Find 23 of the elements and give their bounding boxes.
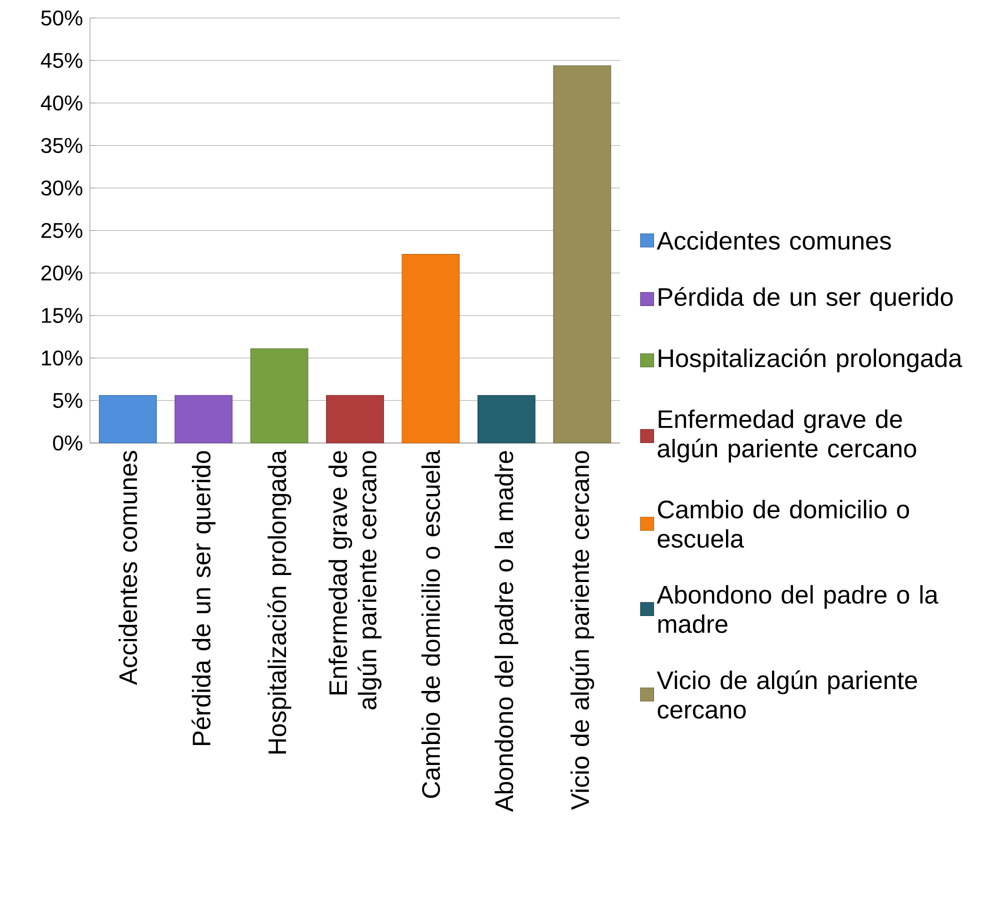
y-tick-label: 15% [42,308,82,324]
y-tick-label: 25% [41,222,82,238]
legend-label: Pérdida de un ser querido [658,287,953,311]
legend-label: Hospitalización prolongada [658,348,962,372]
y-tick-label: 35% [41,138,82,154]
y-tick-label: 10% [42,350,82,366]
legend-label: Enfermedad grave de algún pariente cercano [658,410,916,462]
y-tick-label: 50% [41,10,82,26]
y-tick-label: 30% [41,180,82,196]
x-tick-label: Abondono del padre o la madre [494,451,518,812]
x-tick-label: Cambio de domicilio o escuela [421,450,440,798]
x-tick-label: Hospitalización prolongada [267,450,292,754]
x-tick-label: Accidentes comunes [118,450,138,686]
y-tick-label: 0% [53,435,82,451]
x-tick-label: Enfermedad grave de algún pariente cercano [328,451,382,710]
legend-label: Accidentes comunes [656,231,891,250]
y-tick-label: 45% [40,52,82,68]
y-tick-label: 5% [53,392,82,408]
legend-label: Cambio de domicilio o escuela [658,500,910,548]
y-tick-label: 40% [40,95,82,111]
y-tick-label: 20% [41,265,82,281]
x-tick-label: Vicio de algún pariente cercano [570,451,594,810]
x-tick-label: Pérdida de un ser querido [192,451,216,746]
